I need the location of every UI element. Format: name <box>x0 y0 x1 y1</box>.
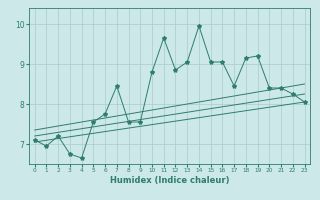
X-axis label: Humidex (Indice chaleur): Humidex (Indice chaleur) <box>110 176 229 185</box>
